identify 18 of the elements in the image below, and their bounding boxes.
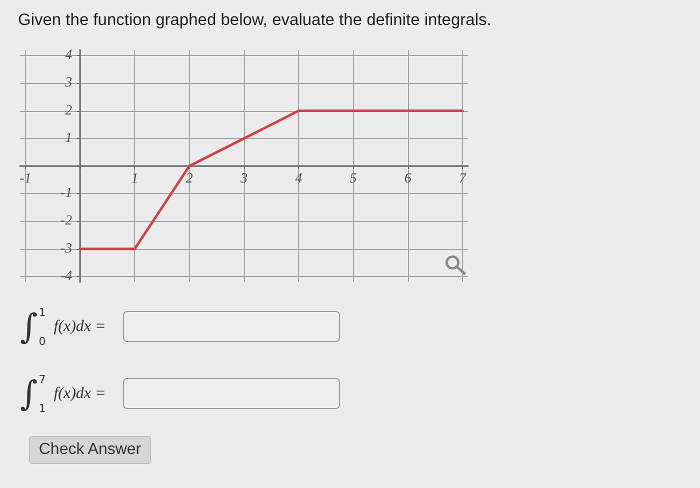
x-tick-label: 7 bbox=[459, 172, 468, 186]
y-tick-label: 4 bbox=[65, 48, 72, 64]
y-tick-label: -3 bbox=[60, 241, 72, 256]
y-tick-label: 3 bbox=[64, 76, 72, 91]
x-tick-label: -1 bbox=[20, 172, 32, 186]
y-tick-label: -1 bbox=[60, 186, 72, 202]
y-tick-label: -2 bbox=[60, 214, 72, 229]
x-tick-label: 3 bbox=[240, 172, 248, 186]
x-tick-label: 6 bbox=[404, 172, 412, 186]
x-tick-label: 2 bbox=[186, 172, 193, 186]
y-tick-label: -4 bbox=[60, 268, 72, 284]
x-tick-label: 5 bbox=[350, 172, 357, 186]
y-tick-label: 1 bbox=[65, 130, 72, 146]
y-tick-label: 2 bbox=[65, 103, 72, 118]
x-tick-label: 4 bbox=[295, 172, 302, 186]
chart-title: Given the function graphed below, evaluate the definite integrals. bbox=[18, 11, 492, 30]
x-tick-label: 1 bbox=[131, 172, 138, 186]
button: Check Answer bbox=[29, 436, 151, 464]
